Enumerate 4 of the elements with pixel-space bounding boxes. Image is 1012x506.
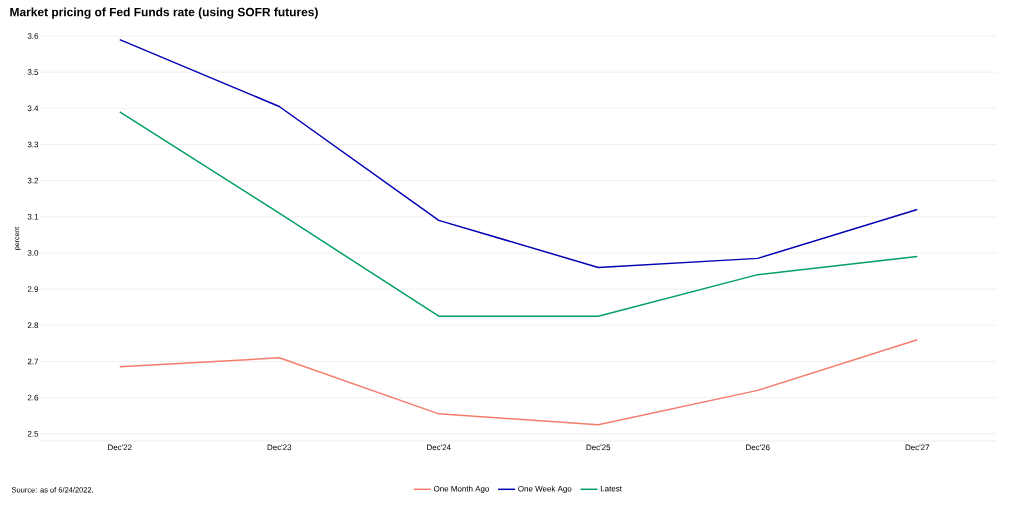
line-series (119, 38, 918, 269)
chart-title: Market pricing of Fed Funds rate (using SOFR futures) (10, 7, 318, 19)
line-series (119, 338, 918, 426)
line-series (119, 111, 918, 317)
